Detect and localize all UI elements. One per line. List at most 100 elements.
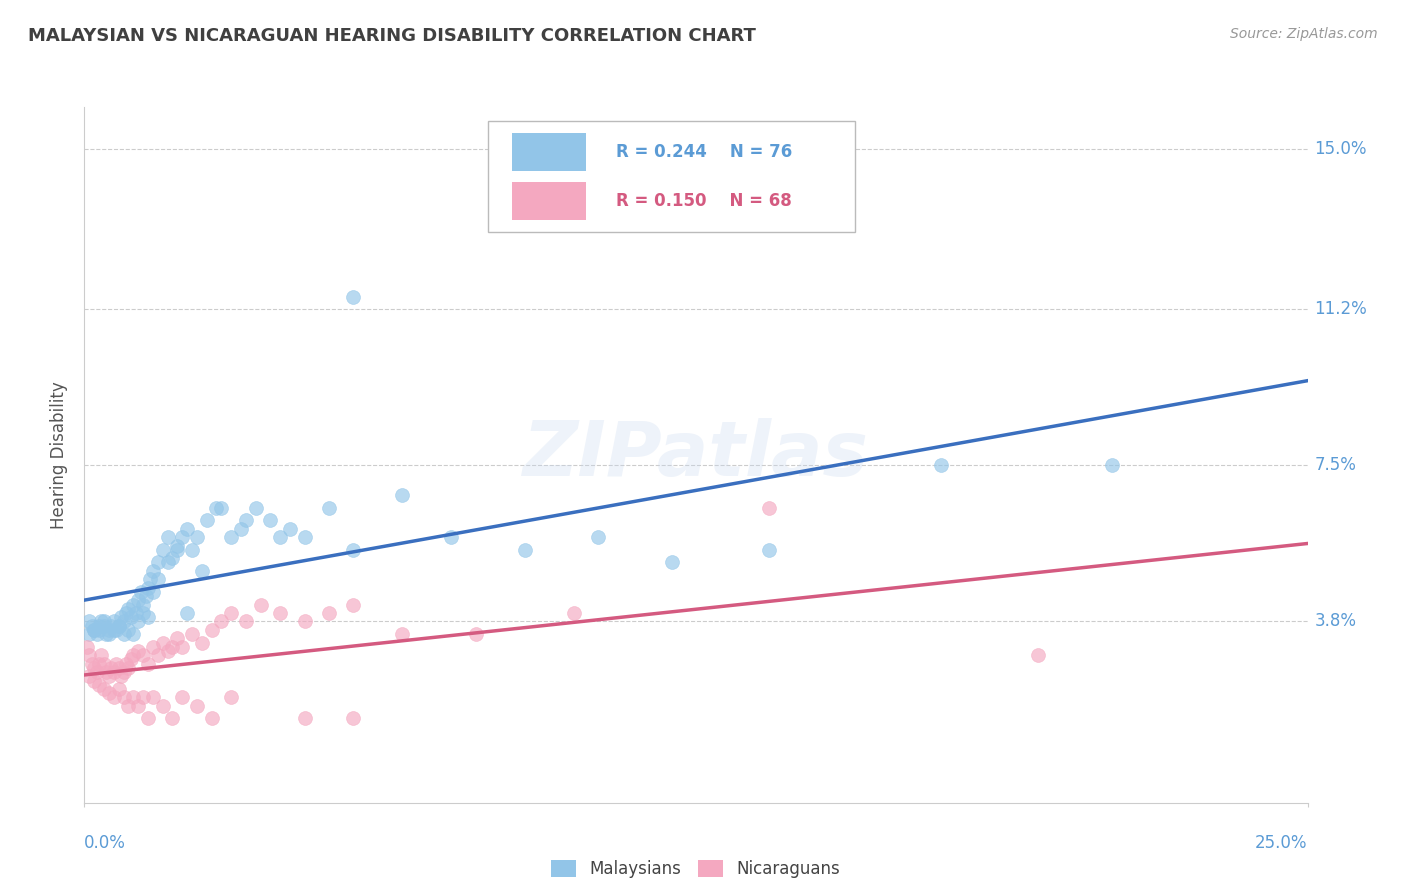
Point — [172, 530, 194, 544]
Text: 7.5%: 7.5% — [1315, 457, 1357, 475]
Point — [294, 615, 316, 629]
Point — [176, 606, 198, 620]
Point — [103, 623, 125, 637]
Point — [176, 522, 198, 536]
Point — [318, 500, 340, 515]
Point — [294, 711, 316, 725]
Point — [200, 623, 222, 637]
Point — [586, 530, 609, 544]
Point — [86, 665, 108, 679]
FancyBboxPatch shape — [513, 182, 586, 220]
Point — [464, 627, 486, 641]
Point — [440, 530, 463, 544]
Point — [122, 690, 145, 705]
Point — [929, 458, 952, 473]
Point — [132, 606, 155, 620]
Point — [136, 657, 159, 671]
Point — [93, 618, 115, 632]
Point — [77, 669, 100, 683]
Point — [235, 615, 257, 629]
Point — [758, 542, 780, 557]
Point — [139, 572, 162, 586]
Point — [96, 627, 118, 641]
Point — [132, 648, 155, 663]
Point — [245, 500, 267, 515]
Point — [136, 610, 159, 624]
Point — [80, 618, 103, 632]
Point — [129, 585, 152, 599]
Point — [166, 542, 188, 557]
Point — [120, 610, 142, 624]
Point — [127, 698, 149, 713]
Point — [219, 530, 242, 544]
Point — [235, 513, 257, 527]
Text: ZIPatlas: ZIPatlas — [523, 418, 869, 491]
Point — [110, 610, 132, 624]
Point — [342, 711, 364, 725]
Point — [122, 627, 145, 641]
Point — [87, 657, 110, 671]
Point — [391, 488, 413, 502]
Point — [209, 500, 232, 515]
Point — [1101, 458, 1123, 473]
FancyBboxPatch shape — [488, 121, 855, 232]
Point — [115, 657, 138, 671]
Point — [127, 593, 149, 607]
Point — [77, 648, 100, 663]
Point — [83, 623, 105, 637]
Text: MALAYSIAN VS NICARAGUAN HEARING DISABILITY CORRELATION CHART: MALAYSIAN VS NICARAGUAN HEARING DISABILI… — [28, 27, 756, 45]
Point — [269, 606, 291, 620]
Point — [87, 618, 110, 632]
Y-axis label: Hearing Disability: Hearing Disability — [51, 381, 69, 529]
Point — [136, 711, 159, 725]
Point — [259, 513, 281, 527]
Point — [77, 615, 100, 629]
Point — [86, 627, 108, 641]
Point — [156, 644, 179, 658]
Point — [76, 640, 98, 654]
Point — [112, 627, 135, 641]
Point — [105, 623, 128, 637]
Point — [80, 657, 103, 671]
Point — [103, 690, 125, 705]
Point — [97, 669, 120, 683]
Point — [391, 627, 413, 641]
Point — [90, 615, 112, 629]
Point — [125, 606, 148, 620]
Point — [156, 530, 179, 544]
Point — [342, 290, 364, 304]
Point — [166, 539, 188, 553]
Point — [97, 686, 120, 700]
Point — [135, 589, 157, 603]
Point — [112, 665, 135, 679]
Text: 25.0%: 25.0% — [1256, 834, 1308, 852]
Point — [166, 632, 188, 646]
Point — [117, 698, 139, 713]
Point — [172, 690, 194, 705]
Text: 3.8%: 3.8% — [1315, 613, 1357, 631]
Point — [146, 572, 169, 586]
Point — [117, 661, 139, 675]
Point — [112, 615, 135, 629]
Point — [278, 522, 301, 536]
Point — [661, 556, 683, 570]
Point — [127, 615, 149, 629]
Point — [136, 581, 159, 595]
Point — [103, 665, 125, 679]
Point — [83, 623, 105, 637]
Point — [195, 513, 218, 527]
Point — [191, 564, 214, 578]
Point — [97, 627, 120, 641]
Point — [107, 681, 129, 696]
Point — [83, 661, 105, 675]
Point — [152, 635, 174, 649]
Point — [93, 681, 115, 696]
Point — [105, 657, 128, 671]
Point — [77, 627, 100, 641]
Point — [269, 530, 291, 544]
Point — [142, 690, 165, 705]
Point — [146, 556, 169, 570]
Text: Source: ZipAtlas.com: Source: ZipAtlas.com — [1230, 27, 1378, 41]
Point — [100, 618, 122, 632]
Point — [191, 635, 214, 649]
